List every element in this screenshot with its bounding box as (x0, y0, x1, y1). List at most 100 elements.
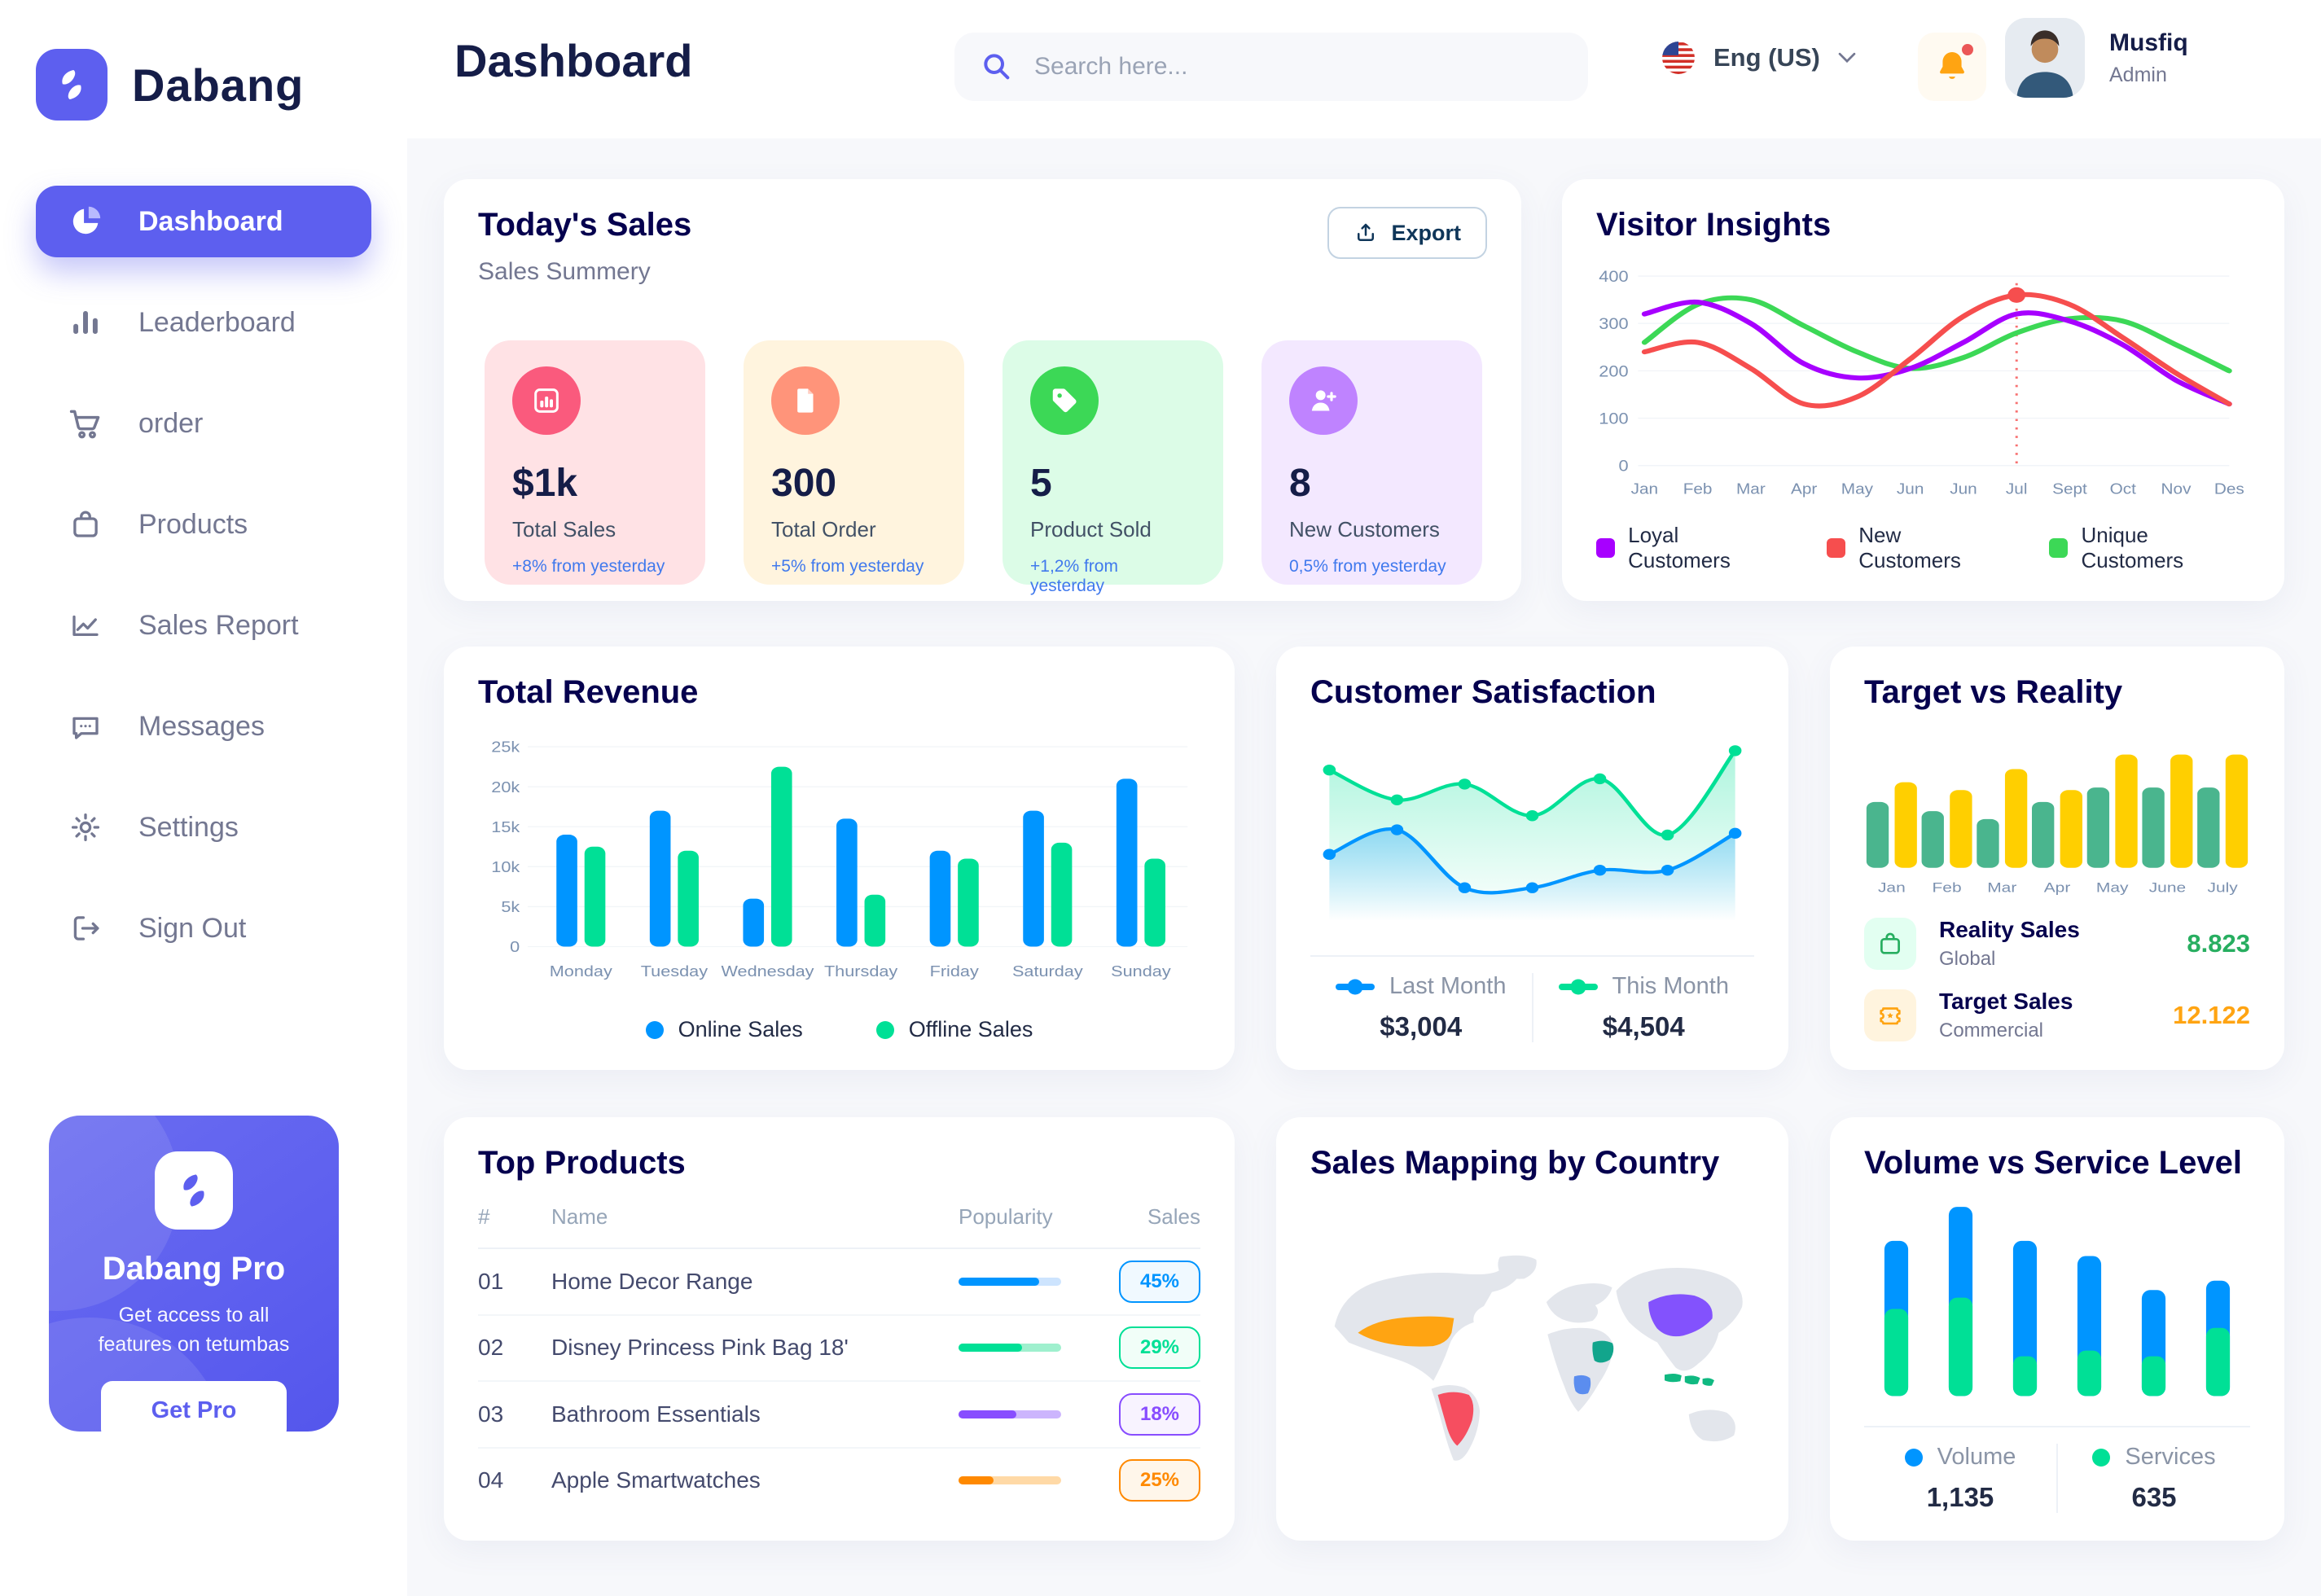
svg-text:Mar: Mar (1987, 880, 2016, 895)
table-row[interactable]: 04 Apple Smartwatches 25% (478, 1449, 1200, 1514)
svg-text:Feb: Feb (1933, 880, 1962, 895)
sidebar-item-dashboard[interactable]: Dashboard (36, 186, 371, 257)
top-products-card: Top Products # Name Popularity Sales 01 … (444, 1117, 1235, 1541)
pro-card: Dabang Pro Get access to all features on… (49, 1116, 339, 1432)
sidebar-item-leaderboard[interactable]: Leaderboard (36, 287, 371, 358)
country-china (1648, 1294, 1713, 1337)
customer-satisfaction-title: Customer Satisfaction (1310, 674, 1656, 710)
sidebar-item-products[interactable]: Products (36, 489, 371, 560)
sidebar-item-label: order (138, 407, 204, 439)
notification-dot (1962, 44, 1973, 55)
legend-dot-volume (1904, 1448, 1923, 1467)
legend-dot-online (645, 1020, 664, 1039)
stat-product-sold: 5 Product Sold +1,2% from yesterday (1003, 340, 1223, 595)
svg-text:400: 400 (1599, 268, 1628, 285)
sidebar-item-order[interactable]: order (36, 388, 371, 459)
legend-swatch-loyal (1596, 538, 1616, 558)
this-month-total: $4,504 (1602, 1011, 1685, 1041)
sales-badge: 29% (1119, 1326, 1200, 1370)
table-row[interactable]: 01 Home Decor Range 45% (478, 1249, 1200, 1316)
volume-vs-service-card: Volume vs Service Level Volume 1,135 Ser… (1830, 1117, 2284, 1541)
popularity-bar (959, 1344, 1062, 1353)
reality-bag-icon (1864, 918, 1916, 970)
target-vs-reality-chart: Jan Feb Mar Apr May June July (1864, 722, 2250, 899)
sidebar-item-settings[interactable]: Settings (36, 791, 371, 863)
table-row[interactable]: 03 Bathroom Essentials 18% (478, 1382, 1200, 1449)
total-revenue-card: Total Revenue 0 5k 10k 15k 20k 25k Monday Tuesd… (444, 647, 1235, 1070)
user-info: Musfiq Admin (2109, 29, 2188, 87)
divider (1310, 955, 1754, 957)
legend-swatch-unique (2049, 538, 2069, 558)
svg-text:Thursday: Thursday (824, 964, 897, 980)
popularity-bar (959, 1277, 1062, 1286)
svg-text:15k: 15k (491, 819, 520, 835)
sidebar-item-messages[interactable]: Messages (36, 691, 371, 762)
sidebar-item-sign-out[interactable]: Sign Out (36, 892, 371, 964)
target-sales-value: 12.122 (2173, 1001, 2250, 1029)
get-pro-button[interactable]: Get Pro (100, 1380, 287, 1432)
stat-value: 5 (1030, 462, 1052, 505)
svg-text:July: July (2208, 880, 2239, 895)
todays-sales-subtitle: Sales Summery (478, 258, 651, 285)
popularity-bar (959, 1476, 1062, 1485)
volume-total: 1,135 (1926, 1482, 1994, 1512)
line-chart-icon (67, 607, 104, 644)
top-products-header: # Name Popularity Sales (478, 1204, 1200, 1249)
legend-marker-this-month (1558, 979, 1598, 994)
search-icon (981, 50, 1013, 83)
last-month-total: $3,004 (1380, 1011, 1463, 1041)
total-revenue-legend: Online Sales Offline Sales (478, 1017, 1200, 1042)
table-row[interactable]: 02 Disney Princess Pink Bag 18' 29% (478, 1316, 1200, 1382)
sidebar-item-label: Messages (138, 710, 265, 742)
reality-sales-legend-row: Reality Sales Global 8.823 (1864, 917, 2250, 971)
pro-logo-icon (155, 1151, 233, 1230)
svg-text:Monday: Monday (550, 964, 612, 980)
legend-dot-offline (875, 1020, 894, 1039)
svg-text:Jun: Jun (1950, 481, 1977, 498)
todays-sales-title: Today's Sales (478, 207, 692, 243)
notifications-button[interactable] (1918, 33, 1986, 101)
continent-africa (1547, 1327, 1614, 1412)
sidebar-item-sales-report[interactable]: Sales Report (36, 590, 371, 661)
search-bar[interactable] (954, 33, 1588, 101)
chevron-down-icon (1838, 52, 1856, 64)
visitor-insights-card: Visitor Insights 0 100 200 300 400 Jan Feb Mar A… (1562, 179, 2284, 601)
svg-text:300: 300 (1599, 315, 1628, 332)
language-selector[interactable]: Eng (US) (1661, 41, 1856, 75)
svg-text:Sept: Sept (2052, 481, 2087, 498)
legend-dot-services (2092, 1448, 2111, 1467)
pie-chart-icon (67, 203, 104, 240)
target-ticket-icon (1864, 989, 1916, 1041)
sidebar-item-label: Dashboard (138, 205, 283, 237)
customer-satisfaction-card: Customer Satisfaction Last Month $3,004 … (1276, 647, 1788, 1070)
stat-label: Product Sold (1030, 517, 1152, 542)
tag-icon (1030, 366, 1099, 435)
user-menu[interactable]: Musfiq Admin (2005, 18, 2321, 98)
svg-text:Jun: Jun (1897, 481, 1924, 498)
svg-text:0: 0 (510, 940, 520, 956)
search-input[interactable] (1033, 52, 1562, 81)
topbar: Dashboard Eng (US) (407, 0, 2321, 138)
continent-australia (1688, 1410, 1735, 1442)
person-plus-icon (1289, 366, 1358, 435)
country-saudi-arabia (1592, 1340, 1614, 1363)
svg-text:Friday: Friday (930, 964, 979, 980)
svg-text:200: 200 (1599, 363, 1628, 380)
sales-chart-icon (512, 366, 581, 435)
avatar (2005, 18, 2085, 98)
svg-text:June: June (2149, 880, 2186, 895)
stat-label: New Customers (1289, 517, 1440, 542)
stat-total-order: 300 Total Order +5% from yesterday (744, 340, 964, 585)
bag-icon (67, 506, 104, 543)
export-button[interactable]: Export (1327, 207, 1487, 259)
country-dr-congo (1573, 1375, 1591, 1395)
sales-badge: 45% (1119, 1260, 1200, 1303)
continent-greenland (1498, 1255, 1537, 1279)
total-revenue-title: Total Revenue (478, 674, 699, 710)
export-icon (1358, 223, 1375, 241)
todays-sales-card: Today's Sales Sales Summery Export $1k T… (444, 179, 1521, 601)
us-flag-icon (1661, 41, 1696, 75)
world-map (1310, 1196, 1754, 1513)
services-total: 635 (2131, 1482, 2177, 1512)
svg-text:Sunday: Sunday (1111, 964, 1170, 980)
